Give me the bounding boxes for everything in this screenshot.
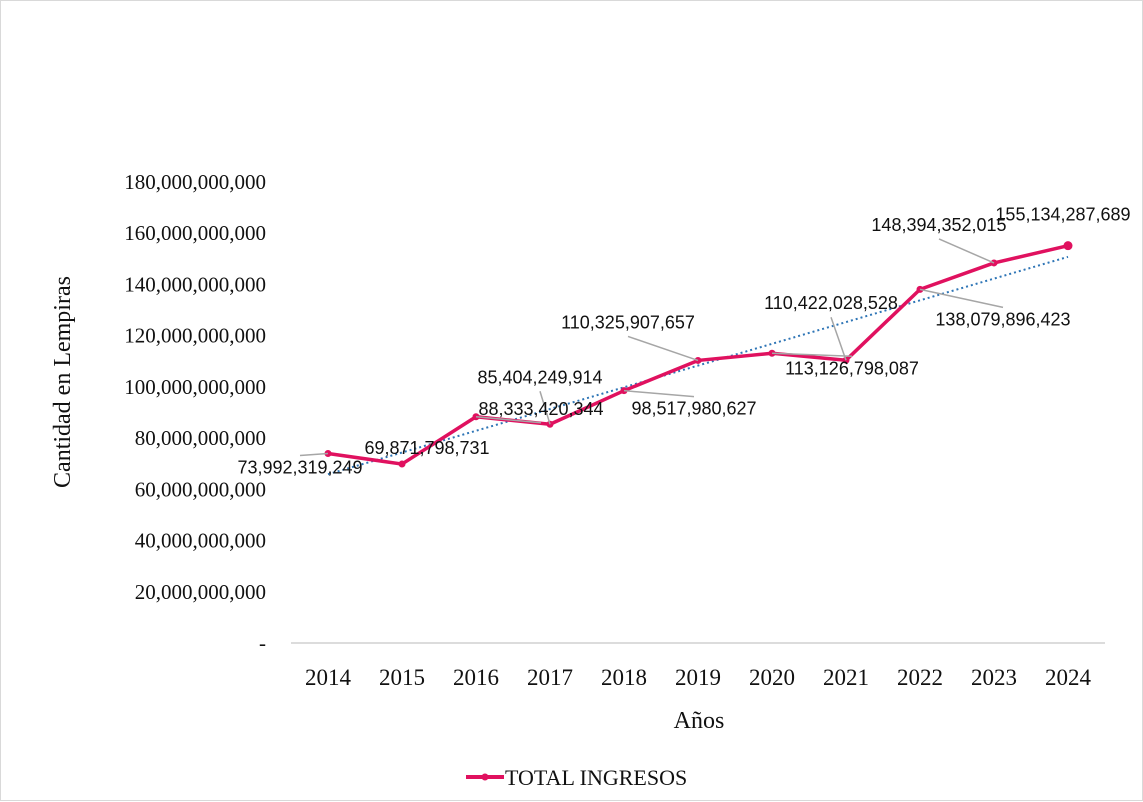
y-tick-label: 60,000,000,000 — [135, 477, 266, 501]
x-tick-label: 2020 — [749, 665, 795, 690]
trendline-layer — [327, 255, 1069, 476]
x-tick-label: 2014 — [305, 665, 352, 690]
data-label-leader-line — [771, 352, 853, 358]
series-layer — [324, 241, 1073, 468]
x-tick-label: 2016 — [453, 665, 499, 690]
data-label-leader-line — [830, 316, 847, 361]
data-label-leader-line — [919, 288, 1004, 309]
x-tick-label: 2015 — [379, 665, 425, 690]
y-axis-ticks: - 20,000,000,000 40,000,000,000 60,000,000,… — [124, 170, 266, 655]
data-label-leader-line — [475, 416, 542, 424]
data-label: 110,422,028,528 — [764, 293, 898, 313]
y-tick-label: 100,000,000,000 — [124, 375, 266, 399]
y-tick-label: 40,000,000,000 — [135, 529, 266, 553]
x-tick-label: 2022 — [897, 665, 943, 690]
data-label: 148,394,352,015 — [871, 215, 1006, 235]
series-line-total-ingresos — [327, 243, 1069, 466]
data-point — [1063, 241, 1073, 251]
data-label-leader-line — [539, 391, 551, 425]
x-tick-label: 2024 — [1045, 665, 1092, 690]
x-axis-ticks: 2014 2015 2016 2017 2018 2019 2020 2021 2022 2023… — [305, 665, 1092, 690]
legend: TOTAL INGRESOS — [466, 765, 687, 790]
x-tick-label: 2021 — [823, 665, 869, 690]
data-label: 155,134,287,689 — [995, 205, 1130, 225]
legend-series-label: TOTAL INGRESOS — [505, 765, 687, 790]
x-tick-label: 2023 — [971, 665, 1017, 690]
y-tick-label: 120,000,000,000 — [124, 324, 266, 348]
y-tick-label: 140,000,000,000 — [124, 272, 266, 296]
data-point — [398, 460, 406, 468]
data-label: 138,079,896,423 — [935, 309, 1070, 329]
y-tick-label: 180,000,000,000 — [124, 170, 266, 194]
data-label: 85,404,249,914 — [477, 367, 602, 387]
x-axis-label: Años — [674, 708, 725, 734]
y-axis-label: Cantidad en Lempiras — [50, 276, 76, 488]
data-label-leader-line — [299, 452, 329, 457]
data-label: 88,333,420,344 — [478, 399, 603, 419]
data-label-leader-line — [623, 389, 695, 398]
data-label: 69,871,798,731 — [364, 438, 489, 458]
data-label: 73,992,319,249 — [237, 457, 362, 477]
leader-line-layer — [299, 238, 1004, 457]
y-tick-label: 20,000,000,000 — [135, 580, 266, 604]
data-label: 110,325,907,657 — [561, 312, 695, 332]
data-label: 98,517,980,627 — [631, 399, 756, 419]
y-tick-label: - — [259, 631, 266, 655]
trendline — [327, 255, 1069, 476]
x-tick-label: 2017 — [527, 665, 573, 690]
data-label: 113,126,798,087 — [785, 358, 919, 378]
legend-marker-swatch — [481, 773, 489, 781]
y-tick-label: 80,000,000,000 — [135, 426, 266, 450]
y-tick-label: 160,000,000,000 — [124, 221, 266, 245]
x-tick-label: 2018 — [601, 665, 647, 690]
x-tick-label: 2019 — [675, 665, 721, 690]
data-label-leader-line — [938, 238, 995, 264]
data-label-leader-line — [627, 335, 699, 362]
